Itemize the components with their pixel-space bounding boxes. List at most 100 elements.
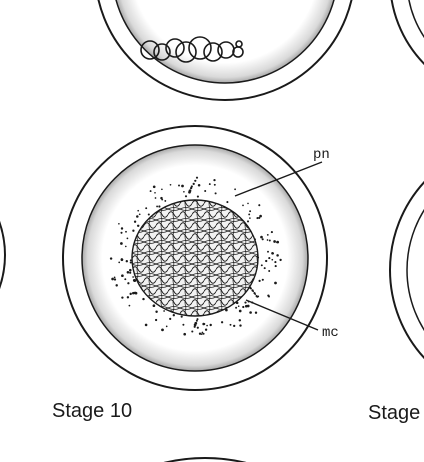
periblast-nucleus-dot bbox=[165, 325, 168, 328]
periblast-nucleus-dot bbox=[178, 184, 180, 187]
periblast-nucleus-dot bbox=[129, 292, 132, 296]
periblast-nucleus-dot bbox=[256, 217, 259, 220]
periblast-nucleus-dot bbox=[233, 324, 236, 328]
periblast-nucleus-dot bbox=[154, 197, 157, 199]
periblast-nucleus-dot bbox=[246, 304, 250, 308]
periblast-nucleus-dot bbox=[265, 259, 268, 263]
periblast-nucleus-dot bbox=[120, 242, 123, 245]
periblast-nucleus-dot bbox=[238, 319, 242, 322]
periblast-nucleus-dot bbox=[111, 277, 114, 281]
embryo-stage-10 bbox=[62, 125, 328, 391]
periblast-nucleus-dot bbox=[192, 182, 195, 186]
periblast-nucleus-dot bbox=[196, 318, 199, 321]
periblast-nucleus-dot bbox=[276, 241, 278, 244]
periblast-nucleus-dot bbox=[147, 213, 150, 216]
periblast-nucleus-dot bbox=[132, 291, 135, 295]
periblast-nucleus-dot bbox=[124, 245, 127, 248]
periblast-nucleus-dot bbox=[126, 237, 129, 240]
periblast-nucleus-dot bbox=[242, 305, 245, 309]
stage-label-next: Stage bbox=[368, 402, 420, 424]
periblast-nucleus-dot bbox=[180, 315, 183, 318]
periblast-nucleus-dot bbox=[196, 326, 199, 329]
periblast-nucleus-dot bbox=[132, 276, 134, 278]
periblast-nucleus-dot bbox=[188, 189, 192, 193]
periblast-nucleus-dot bbox=[259, 214, 262, 218]
periblast-nucleus-dot bbox=[172, 314, 175, 317]
periblast-nucleus-dot bbox=[226, 200, 229, 204]
periblast-nucleus-dot bbox=[133, 279, 137, 282]
periblast-nucleus-dot bbox=[263, 267, 266, 270]
periblast-nucleus-dot bbox=[268, 295, 270, 298]
periblast-nucleus-dot bbox=[161, 188, 163, 191]
blastomere-cluster bbox=[140, 36, 244, 63]
periblast-nucleus-dot bbox=[274, 265, 277, 268]
periblast-nucleus-dot bbox=[133, 220, 137, 223]
periblast-nucleus-dot bbox=[202, 332, 205, 335]
periblast-nucleus-dot bbox=[124, 278, 127, 281]
periblast-nucleus-dot bbox=[138, 213, 141, 216]
periblast-nucleus-dot bbox=[194, 179, 197, 182]
periblast-nucleus-dot bbox=[239, 324, 242, 327]
periblast-nucleus-dot bbox=[156, 205, 159, 208]
embryo-right-partial bbox=[389, 180, 424, 360]
mc-leader-line bbox=[245, 299, 319, 331]
periblast-nucleus-dot bbox=[261, 238, 264, 241]
periblast-nucleus-dot bbox=[126, 296, 130, 299]
periblast-nucleus-dot bbox=[268, 239, 271, 242]
periblast-nucleus-dot bbox=[274, 261, 277, 264]
marginal-cells bbox=[131, 199, 259, 317]
periblast-nucleus-dot bbox=[183, 332, 187, 336]
periblast-nucleus-dot bbox=[271, 258, 274, 261]
periblast-nucleus-dot bbox=[118, 222, 120, 225]
periblast-nucleus-dot bbox=[184, 195, 188, 198]
periblast-nucleus-dot bbox=[113, 278, 117, 281]
periblast-nucleus-dot bbox=[254, 293, 257, 295]
pn-label: pn bbox=[313, 147, 330, 163]
periblast-nucleus-dot bbox=[237, 305, 240, 308]
periblast-nucleus-dot bbox=[125, 230, 127, 233]
periblast-nucleus-dot bbox=[193, 323, 197, 327]
periblast-nucleus-dot bbox=[120, 258, 123, 261]
periblast-nucleus-dot bbox=[127, 282, 130, 285]
periblast-nucleus-dot bbox=[261, 278, 264, 281]
periblast-nucleus-dot bbox=[249, 217, 251, 219]
periblast-nucleus-dot bbox=[234, 188, 236, 191]
periblast-nucleus-dot bbox=[213, 183, 216, 186]
periblast-nucleus-dot bbox=[129, 271, 132, 274]
periblast-nucleus-dot bbox=[115, 284, 118, 287]
periblast-nucleus-dot bbox=[142, 297, 145, 301]
periblast-nucleus-dot bbox=[274, 281, 277, 285]
periblast-nucleus-dot bbox=[254, 311, 258, 314]
mc-label: mc bbox=[322, 325, 339, 341]
periblast-nucleus-dot bbox=[258, 204, 261, 207]
periblast-nucleus-dot bbox=[181, 184, 184, 188]
periblast-nucleus-dot bbox=[145, 207, 148, 210]
periblast-nucleus-dot bbox=[136, 215, 139, 218]
periblast-nucleus-dot bbox=[246, 220, 250, 223]
periblast-nucleus-dot bbox=[125, 260, 128, 263]
periblast-nucleus-dot bbox=[129, 261, 132, 264]
periblast-nucleus-dot bbox=[137, 209, 140, 212]
periblast-nucleus-dot bbox=[267, 250, 269, 253]
periblast-nucleus-dot bbox=[248, 213, 251, 216]
embryo-previous-stage bbox=[97, 0, 353, 101]
periblast-nucleus-dot bbox=[268, 270, 271, 272]
periblast-nucleus-dot bbox=[235, 306, 238, 309]
periblast-nucleus-dot bbox=[268, 257, 271, 260]
periblast-nucleus-dot bbox=[220, 321, 224, 324]
periblast-nucleus-dot bbox=[250, 287, 252, 290]
stage-label-main: Stage 10 bbox=[52, 400, 132, 422]
periblast-nucleus-dot bbox=[272, 252, 274, 255]
periblast-nucleus-dot bbox=[195, 319, 198, 322]
periblast-nucleus-dot bbox=[190, 185, 193, 188]
periblast-nucleus-dot bbox=[197, 184, 201, 187]
periblast-nucleus-dot bbox=[273, 240, 276, 243]
periblast-nucleus-dot bbox=[118, 261, 121, 264]
periblast-nucleus-dot bbox=[136, 224, 140, 228]
periblast-nucleus-dot bbox=[200, 333, 203, 335]
periblast-nucleus-dot bbox=[238, 309, 242, 313]
periblast-nucleus-dot bbox=[266, 239, 269, 241]
periblast-nucleus-dot bbox=[196, 195, 199, 198]
periblast-nucleus-dot bbox=[266, 234, 269, 236]
